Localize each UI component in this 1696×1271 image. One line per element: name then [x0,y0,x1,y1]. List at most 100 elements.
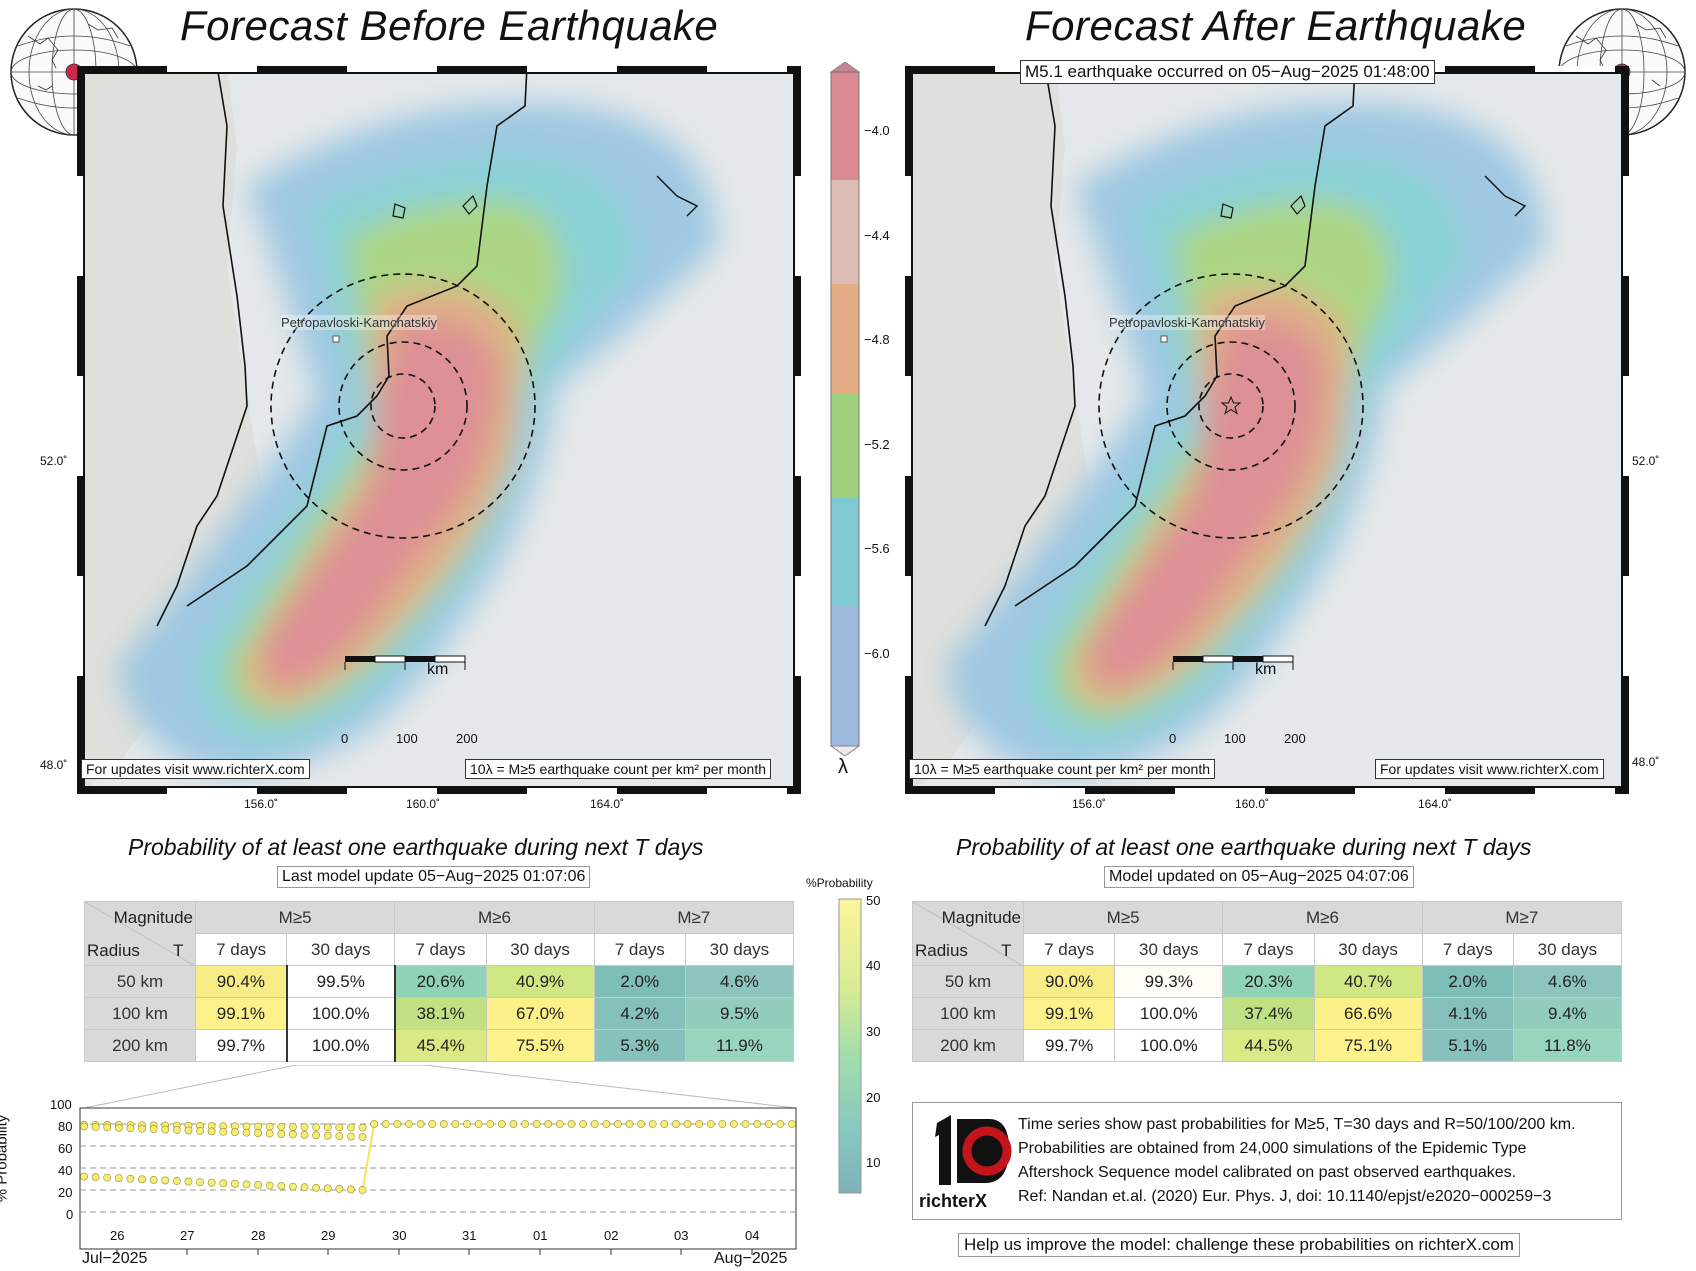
left-t-header: 7 days [593,933,686,966]
ts-point [358,1186,367,1194]
lambda-tick-2: −4.4 [864,228,890,243]
right-corner-t: T [1001,941,1012,960]
right-city-label: Petropavloski-Kamchatskiy [1109,315,1266,330]
prob-tick-40: 40 [866,958,881,973]
ts-point [312,1183,321,1192]
info-line-1: Time series show past probabilities for … [1018,1116,1576,1133]
right-mag-header-5: M≥5 [1022,901,1224,934]
left-lon-160: 160.0˚ [406,797,441,811]
ts-point [567,1120,576,1128]
ts-point [776,1120,785,1128]
right-forecast-map[interactable]: M5.1 earthquake occurred on 05−Aug−2025 … [905,60,1629,794]
ts-day: 03 [674,1228,689,1243]
ts-point [184,1177,193,1186]
table-row: 200 km 99.7% 100.0% 44.5% 75.1% 5.1% 11.… [912,1029,1623,1062]
ts-point [300,1130,309,1139]
ts-point [242,1180,251,1189]
table-row: 100 km 99.1% 100.0% 37.4% 66.6% 4.1% 9.4… [912,997,1623,1030]
left-probability-table: Magnitude Radius T M≥5 M≥6 M≥7 7 days 30… [84,901,795,1062]
ts-point [196,1126,204,1135]
ts-point [126,1174,135,1183]
ts-ytick-40: 40 [58,1163,73,1178]
left-cell: 100.0% [285,1029,396,1062]
left-cell: 99.5% [285,965,396,998]
left-cell: 9.5% [684,997,795,1030]
timeseries-series [80,1120,796,1194]
right-lon-164: 164.0˚ [1418,797,1453,811]
left-cell: 4.6% [684,965,795,998]
left-forecast-map[interactable]: Petropavloski-Kamchatskiy km 0 100 200 F… [77,66,801,794]
left-radius-50: 50 km [84,965,196,998]
lambda-tick-6: −6.0 [864,646,890,661]
ts-point [764,1120,773,1128]
ts-ytick-60: 60 [58,1141,73,1156]
left-lon-164: 164.0˚ [590,797,625,811]
ts-point [672,1120,680,1128]
left-updates-note: For updates visit www.richterX.com [81,759,310,779]
event-label: M5.1 earthquake occurred on 05−Aug−2025 … [1020,60,1435,84]
left-prob-title: Probability of at least one earthquake d… [128,834,704,860]
left-cell: 5.3% [593,1029,686,1062]
ts-point [289,1182,297,1191]
right-corner-radius: Radius [915,941,968,960]
right-scale-unit: km [1255,661,1277,678]
right-mag-header-6: M≥6 [1222,901,1423,934]
ts-point [277,1130,286,1138]
ts-point [114,1123,123,1132]
ts-point [312,1131,321,1140]
left-mag-header-5: M≥5 [194,901,396,934]
ts-point [172,1126,181,1134]
left-t-header: 30 days [286,933,396,966]
left-lat-48: 48.0˚ [40,758,68,772]
ts-month-right: Aug−2025 [714,1250,788,1267]
right-prob-title: Probability of at least one earthquake d… [956,834,1532,860]
left-radius-200: 200 km [84,1029,196,1062]
ts-point [695,1120,704,1128]
ts-point [289,1122,297,1131]
ts-point [648,1120,657,1128]
left-t-header: 30 days [485,933,595,966]
ts-day: 04 [745,1228,760,1243]
ts-point [219,1179,228,1188]
right-cell: 20.3% [1222,965,1315,998]
ts-point [416,1120,425,1128]
ts-point [149,1125,158,1134]
ts-point [300,1123,309,1131]
lambda-tick-5: −5.6 [864,541,890,556]
left-corner-t: T [173,941,184,960]
left-scale-unit: km [427,661,449,678]
right-cell: 11.8% [1512,1029,1623,1062]
table-row: 50 km 90.4% 99.5% 20.6% 40.9% 2.0% 4.6% [84,965,795,998]
ts-point [347,1185,355,1194]
info-line-3: Aftershock Sequence model calibrated on … [1018,1164,1517,1181]
left-mag-header-7: M≥7 [593,901,795,934]
ts-point [451,1120,460,1128]
ts-point [370,1120,379,1128]
left-cell: 99.7% [194,1029,288,1062]
help-link[interactable]: Help us improve the model: challenge the… [958,1233,1520,1257]
ts-point [196,1178,204,1187]
left-cell: 99.1% [194,997,288,1030]
lambda-tick-4: −5.2 [864,437,890,452]
ts-point [80,1122,88,1131]
left-cell: 67.0% [485,997,595,1030]
right-cell: 4.6% [1512,965,1623,998]
ts-point [172,1177,181,1185]
ts-point [347,1132,355,1141]
ts-point [254,1181,262,1189]
right-cell: 9.4% [1512,997,1623,1030]
right-mag-header-7: M≥7 [1421,901,1623,934]
right-cell: 4.1% [1421,997,1514,1030]
ts-point [347,1123,355,1132]
ts-point [358,1133,367,1141]
ts-point [753,1120,762,1128]
ts-point [323,1131,332,1140]
right-scale-tick-100: 100 [1224,731,1246,746]
ts-point [103,1123,112,1132]
richterx-logo-text: richterX [919,1191,988,1211]
ts-point [428,1120,437,1128]
left-cell: 11.9% [684,1029,795,1062]
right-scale-tick-0: 0 [1169,731,1177,746]
ts-ylabel: % Probability [0,1114,11,1203]
prob-colorbar-title: %Probability [806,876,873,890]
